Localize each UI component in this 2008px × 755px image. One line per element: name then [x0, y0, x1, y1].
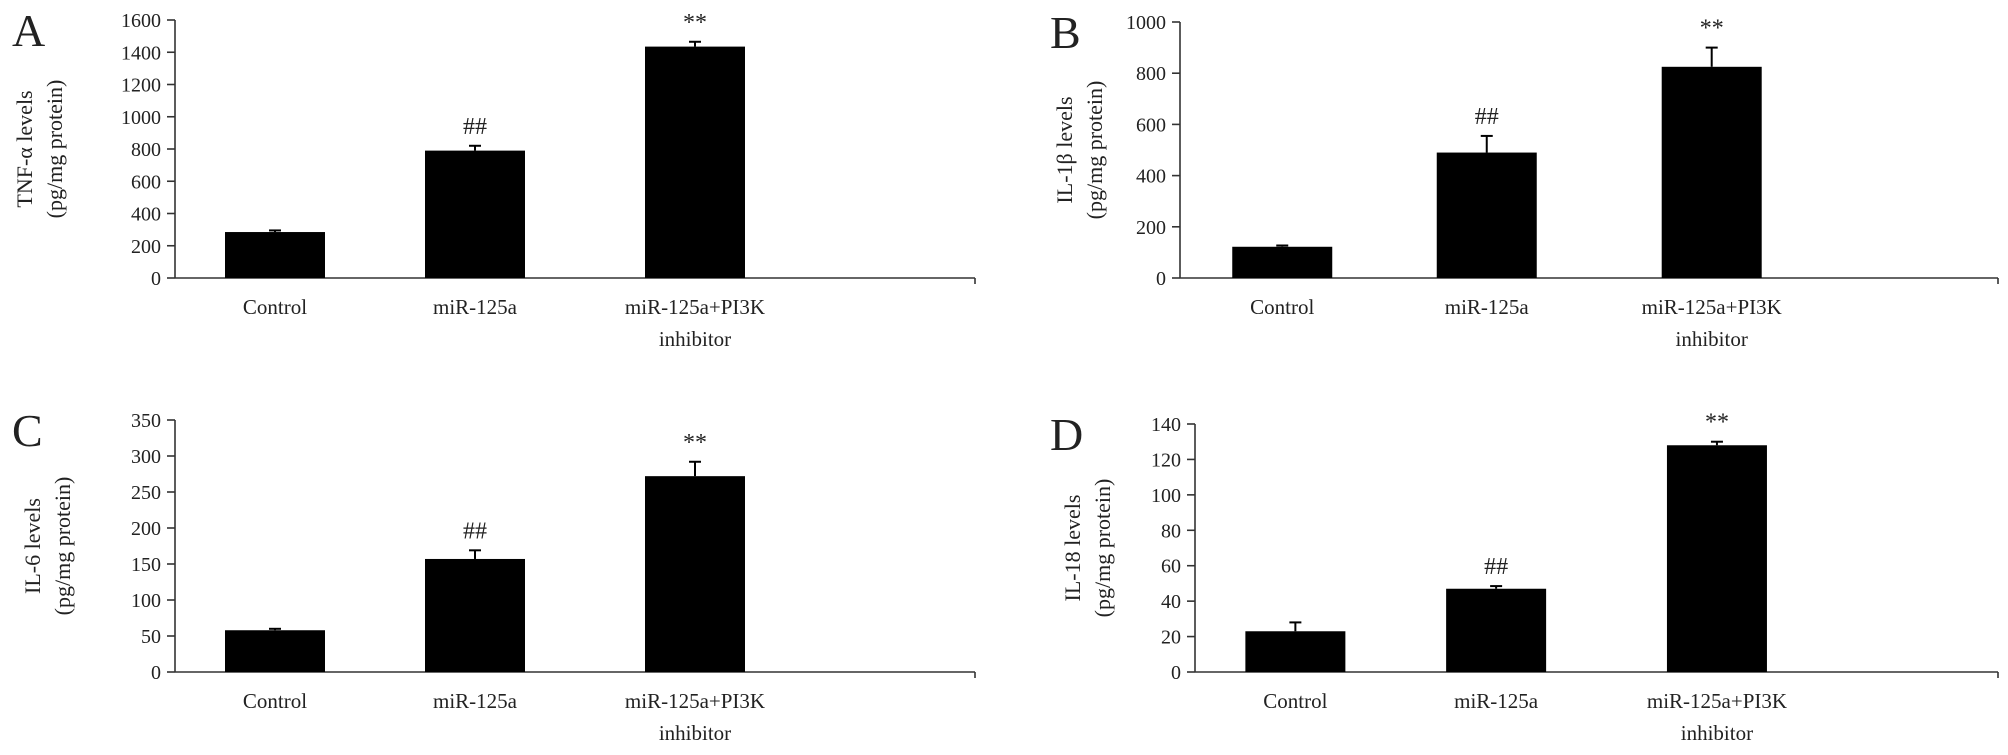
y-tick-label: 20 — [1161, 627, 1181, 649]
significance-label: ** — [683, 430, 707, 456]
category-label: miR-125a+PI3K — [1647, 689, 1787, 713]
y-tick-label: 80 — [1161, 520, 1181, 542]
y-tick-label: 800 — [1136, 63, 1166, 85]
panel-b: B IL-1β levels (pg/mg protein) 0 200 400 600 80… — [1050, 7, 1999, 351]
y-axis-label: (pg/mg protein) — [50, 477, 75, 616]
category-label: inhibitor — [659, 721, 731, 745]
y-tick-label: 60 — [1161, 556, 1181, 578]
y-axis-label: (pg/mg protein) — [1082, 81, 1107, 220]
y-tick-label: 150 — [131, 554, 161, 576]
y-tick-label: 1000 — [121, 107, 161, 129]
significance-label: ** — [1705, 410, 1729, 436]
y-tick-label: 300 — [131, 446, 161, 468]
significance-label: ## — [1484, 554, 1508, 580]
significance-label: ** — [683, 10, 707, 36]
bar — [225, 232, 325, 278]
panel-letter: D — [1050, 409, 1083, 460]
y-tick-label: 50 — [141, 626, 161, 648]
bar — [645, 476, 745, 672]
y-tick-label: 0 — [1156, 268, 1166, 290]
y-tick-label: 800 — [131, 139, 161, 161]
panel-letter: A — [12, 5, 45, 56]
y-tick-label: 1400 — [121, 42, 161, 64]
y-tick-label: 200 — [131, 518, 161, 540]
y-axis-label: TNF-α levels — [12, 90, 37, 207]
bar — [1666, 445, 1767, 672]
category-label: Control — [1250, 295, 1314, 319]
y-tick-label: 600 — [131, 171, 161, 193]
bar — [1446, 588, 1547, 672]
y-tick-label: 0 — [151, 662, 161, 684]
category-label: inhibitor — [1676, 327, 1748, 351]
y-tick-label: 400 — [1136, 166, 1166, 188]
category-label: Control — [243, 689, 307, 713]
category-label: miR-125a+PI3K — [1642, 295, 1782, 319]
y-tick-label: 140 — [1151, 414, 1181, 436]
category-label: miR-125a — [433, 295, 518, 319]
bar — [645, 46, 745, 279]
panel-d: D IL-18 levels (pg/mg protein) 0 20 40 60 80 100… — [1050, 409, 1999, 745]
y-tick-label: 1000 — [1126, 12, 1166, 34]
category-label: miR-125a+PI3K — [625, 295, 765, 319]
y-tick-label: 200 — [1136, 217, 1166, 239]
bar — [1661, 66, 1762, 278]
y-tick-label: 250 — [131, 482, 161, 504]
y-tick-label: 100 — [131, 590, 161, 612]
category-label: Control — [1263, 689, 1327, 713]
y-tick-label: 120 — [1151, 449, 1181, 471]
bar — [425, 150, 525, 278]
significance-label: ## — [1475, 104, 1499, 130]
y-tick-label: 350 — [131, 410, 161, 432]
panel-letter: B — [1050, 7, 1081, 58]
y-tick-label: 0 — [151, 268, 161, 290]
bar — [1232, 246, 1333, 278]
panel-a: A TNF-α levels (pg/mg protein) 0 200 400 600 80… — [12, 5, 976, 351]
bar — [425, 558, 525, 672]
y-tick-label: 400 — [131, 204, 161, 226]
significance-label: ## — [463, 518, 487, 544]
category-label: Control — [243, 295, 307, 319]
category-label: inhibitor — [1681, 721, 1753, 745]
y-tick-label: 1600 — [121, 10, 161, 32]
y-tick-label: 1200 — [121, 75, 161, 97]
bar — [1436, 152, 1537, 278]
category-label: miR-125a — [1454, 689, 1539, 713]
y-tick-label: 40 — [1161, 591, 1181, 613]
panel-c: C IL-6 levels (pg/mg protein) 0 50 100 150 200 2… — [12, 405, 976, 745]
y-tick-label: 100 — [1151, 485, 1181, 507]
significance-label: ** — [1700, 16, 1724, 42]
significance-label: ## — [463, 114, 487, 140]
y-axis-label: IL-18 levels — [1060, 495, 1085, 602]
y-tick-label: 600 — [1136, 114, 1166, 136]
y-axis-label: (pg/mg protein) — [1090, 479, 1115, 618]
y-tick-label: 200 — [131, 236, 161, 258]
y-axis-label: IL-1β levels — [1052, 96, 1077, 203]
y-axis-label: (pg/mg protein) — [42, 80, 67, 219]
category-label: miR-125a — [433, 689, 518, 713]
bar — [225, 630, 325, 672]
panel-letter: C — [12, 405, 43, 456]
y-axis-label: IL-6 levels — [20, 498, 45, 594]
category-label: miR-125a — [1445, 295, 1530, 319]
y-tick-label: 0 — [1171, 662, 1181, 684]
category-label: inhibitor — [659, 327, 731, 351]
category-label: miR-125a+PI3K — [625, 689, 765, 713]
bar — [1245, 631, 1346, 672]
